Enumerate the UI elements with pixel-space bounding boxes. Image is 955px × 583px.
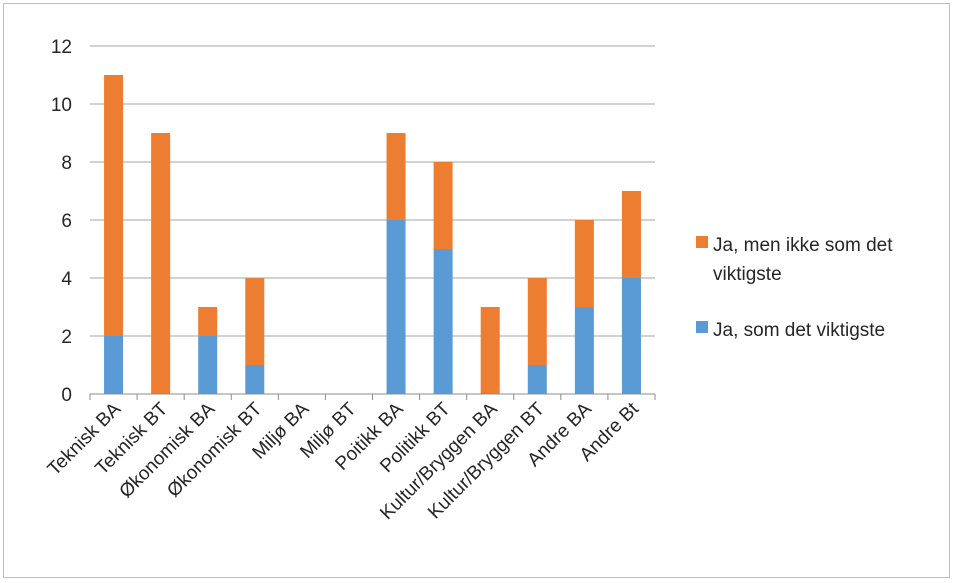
bar-segment-ja-som (433, 249, 453, 394)
axes (89, 393, 656, 400)
bar-segment-ja-men-ikke (104, 75, 124, 336)
gridlines (90, 45, 655, 395)
y-tick-label: 8 (61, 153, 72, 174)
y-tick-label: 6 (61, 211, 72, 232)
y-tick-label: 2 (61, 327, 72, 348)
y-tick-label: 12 (51, 37, 72, 58)
legend-swatch-blue (696, 321, 708, 333)
bar-segment-ja-som (245, 365, 265, 394)
y-tick-label: 0 (61, 385, 72, 406)
bar-segment-ja-som (104, 336, 124, 394)
bar-segment-ja-men-ikke (386, 133, 406, 220)
bar-segment-ja-som (621, 278, 641, 394)
bars (104, 75, 641, 394)
bar-segment-ja-men-ikke (433, 162, 453, 249)
y-tick-label: 10 (51, 95, 72, 116)
bar-segment-ja-men-ikke (480, 307, 500, 394)
bar-segment-ja-men-ikke (574, 220, 594, 307)
bar-segment-ja-som (386, 220, 406, 394)
bar-segment-ja-men-ikke (245, 278, 265, 365)
legend-label: Ja, som det viktigste (713, 320, 886, 341)
bar-segment-ja-som (198, 336, 218, 394)
bar-segment-ja-som (574, 307, 594, 394)
bar-segment-ja-som (527, 365, 547, 394)
bar-segment-ja-men-ikke (621, 191, 641, 278)
legend-label: Ja, men ikke som det viktigste (713, 235, 893, 285)
bar-segment-ja-men-ikke (198, 307, 218, 336)
bar-segment-ja-men-ikke (151, 133, 171, 394)
y-axis-tick-labels: 0 2 4 6 8 10 12 (51, 37, 73, 406)
legend-swatch-orange (696, 236, 708, 248)
bar-segment-ja-men-ikke (527, 278, 547, 365)
y-tick-label: 4 (61, 269, 72, 290)
